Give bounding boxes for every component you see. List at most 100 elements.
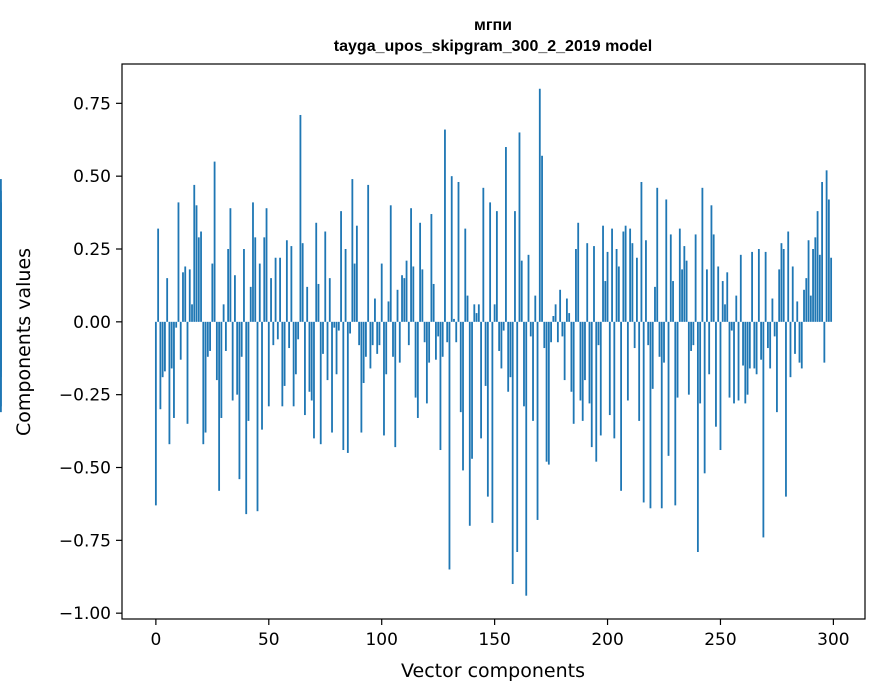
bar-46 — [258, 263, 261, 322]
bar-49 — [265, 208, 268, 322]
plot-frame — [121, 63, 866, 620]
bar-138 — [466, 295, 469, 322]
bar-265 — [753, 321, 756, 369]
bar-281 — [789, 321, 792, 378]
bar-179 — [559, 289, 562, 322]
bar-277 — [780, 243, 783, 322]
bar-145 — [482, 187, 485, 322]
bar-91 — [360, 321, 363, 433]
bar-122 — [430, 214, 433, 322]
bar-216 — [642, 321, 645, 503]
bar-30 — [222, 304, 225, 322]
bar-18 — [195, 205, 198, 322]
bar-174 — [547, 321, 550, 465]
bar-160 — [516, 321, 519, 552]
bar-245 — [708, 321, 711, 375]
bar-13 — [184, 266, 187, 322]
y-tick-label: −0.50 — [59, 459, 111, 479]
bar-8 — [173, 321, 175, 418]
bar-63 — [297, 321, 300, 340]
bar-243 — [703, 321, 706, 474]
bar-12 — [182, 272, 184, 322]
bar-262 — [746, 321, 749, 395]
bar-272 — [769, 321, 772, 369]
bar-undefined — [0, 321, 2, 349]
bar-282 — [791, 266, 794, 322]
bar-238 — [692, 321, 695, 346]
bar-103 — [387, 301, 390, 322]
bar-102 — [385, 321, 388, 375]
bar-212 — [633, 321, 636, 349]
bar-78 — [331, 321, 333, 433]
bar-269 — [762, 321, 765, 538]
bar-132 — [453, 318, 455, 322]
bar-117 — [419, 222, 422, 322]
bar-204 — [615, 249, 618, 322]
bar-286 — [800, 321, 803, 369]
bar-55 — [279, 257, 281, 322]
bar-255 — [730, 321, 733, 331]
x-tick-label: 150 — [478, 630, 510, 650]
bar-45 — [256, 321, 259, 512]
bar-169 — [536, 321, 539, 520]
bar-198 — [602, 225, 604, 322]
bar-136 — [462, 321, 464, 471]
bar-24 — [209, 321, 211, 351]
bar-192 — [588, 321, 591, 404]
bar-298 — [827, 199, 830, 322]
bar-241 — [699, 321, 702, 404]
bar-32 — [227, 249, 230, 322]
bar-38 — [240, 321, 243, 357]
bar-242 — [701, 187, 704, 322]
bar-287 — [803, 289, 805, 322]
bar-202 — [611, 228, 613, 322]
bar-44 — [254, 237, 257, 322]
bar-34 — [231, 321, 234, 401]
bar-221 — [654, 286, 656, 322]
bar-116 — [416, 321, 419, 418]
bar-36 — [236, 321, 239, 395]
bar-67 — [306, 286, 309, 322]
bar-203 — [613, 321, 616, 439]
bar-111 — [405, 260, 408, 322]
bar-268 — [760, 321, 763, 360]
bar-3 — [161, 321, 164, 378]
bar-128 — [444, 129, 446, 322]
bar-263 — [748, 321, 751, 369]
y-axis: −1.00 −0.75 −0.50 −0.25 0.00 0.25 0.50 0.75 — [59, 94, 122, 624]
bar-98 — [376, 321, 379, 354]
bar-42 — [249, 286, 252, 322]
bar-151 — [495, 211, 498, 322]
x-axis-label: Vector components — [401, 660, 585, 682]
bar-140 — [471, 321, 473, 459]
bar-289 — [807, 240, 810, 322]
bar-294 — [818, 254, 821, 322]
bar-217 — [645, 240, 647, 322]
bar-159 — [514, 211, 516, 322]
bar-96 — [371, 321, 374, 346]
bar-225 — [663, 321, 665, 363]
bar-227 — [667, 321, 670, 456]
bar-183 — [568, 313, 571, 322]
bar-201 — [608, 321, 611, 416]
bar-1 — [157, 228, 160, 322]
bar-97 — [374, 298, 376, 322]
bar-194 — [593, 246, 595, 322]
bar-275 — [776, 321, 778, 413]
bar-264 — [751, 251, 753, 322]
bar-211 — [631, 243, 634, 322]
x-tick-label: 250 — [704, 630, 736, 650]
bar-209 — [626, 321, 629, 401]
bar-137 — [464, 228, 467, 322]
bar-177 — [554, 304, 557, 322]
bar-223 — [658, 321, 661, 357]
bar-260 — [742, 321, 744, 366]
y-axis-label: Components values — [13, 248, 35, 436]
bar-254 — [728, 321, 731, 398]
bar-214 — [638, 321, 641, 421]
bar-92 — [362, 321, 365, 384]
bar-176 — [552, 316, 555, 322]
bar-270 — [764, 251, 767, 322]
bar-113 — [410, 208, 412, 322]
bar-248 — [715, 321, 717, 427]
